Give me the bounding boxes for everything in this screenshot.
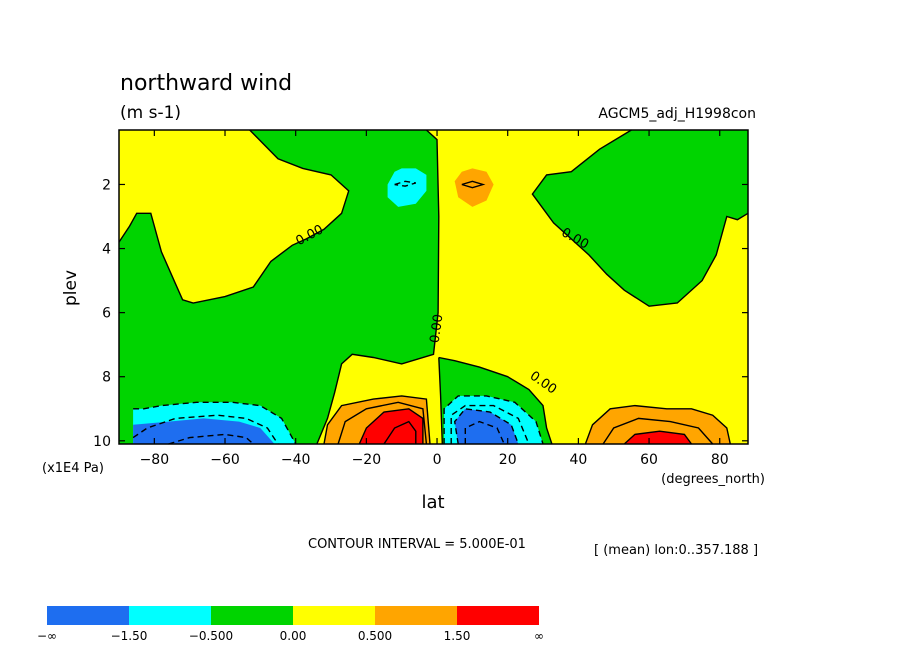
contour-line-11 xyxy=(623,430,693,445)
chart-title: northward wind xyxy=(120,71,292,96)
contour-line-14 xyxy=(132,414,279,445)
y-tick-label: 8 xyxy=(102,370,111,386)
x-tick-label: −20 xyxy=(352,452,382,468)
contour-region-10 xyxy=(359,408,423,444)
contour-region-5 xyxy=(387,168,427,207)
x-tick-label: 40 xyxy=(569,452,587,468)
x-tick-label: −60 xyxy=(210,452,240,468)
colorbar-label: −∞ xyxy=(37,629,57,643)
contour-region-14 xyxy=(624,431,692,444)
contour-interval-label: CONTOUR INTERVAL = 5.000E-01 xyxy=(308,537,526,552)
y-axis-ticks: 2 4 6 8 10 xyxy=(93,177,748,450)
contour-line-15 xyxy=(168,433,254,445)
contour-line-12 xyxy=(461,180,486,189)
contour-line-9 xyxy=(584,404,731,445)
y-tick-label: 4 xyxy=(102,242,111,258)
contour-line-6 xyxy=(337,401,428,445)
colorbar-swatch xyxy=(375,606,457,625)
colorbar-label: −1.50 xyxy=(111,629,148,643)
colorbar-swatch xyxy=(457,606,539,625)
colorbar-label: 0.500 xyxy=(358,629,392,643)
colorbar-swatch xyxy=(293,606,375,625)
contour-line-8 xyxy=(383,420,417,445)
plot-frame xyxy=(118,129,749,445)
contour-line-4 xyxy=(438,356,553,445)
contour-line-5 xyxy=(323,395,431,445)
chart-units: (m s-1) xyxy=(120,103,181,123)
colorbar: −∞ −1.50 −0.500 0.00 0.500 1.50 ∞ xyxy=(37,606,544,643)
plot-area: 0.00 0.000.000.00 −80 −60 −40 −20 0 20 40 60 80 2… xyxy=(93,129,749,468)
x-axis-label: lat xyxy=(421,492,444,513)
y-tick-label: 6 xyxy=(102,306,111,322)
contour-label-2: 0.00 xyxy=(428,313,447,344)
contour-region-2 xyxy=(532,130,748,307)
colorbar-label: 1.50 xyxy=(444,629,471,643)
contour-line-18 xyxy=(453,408,519,445)
colorbar-swatch xyxy=(129,606,211,625)
x-tick-label: 20 xyxy=(499,452,517,468)
y-axis-units: (x1E4 Pa) xyxy=(42,461,104,476)
contour-line-20 xyxy=(394,180,417,187)
contour-region-1 xyxy=(119,130,439,444)
y-tick-label: 10 xyxy=(93,434,111,450)
x-tick-label: 80 xyxy=(711,452,729,468)
colorbar-swatch xyxy=(47,606,129,625)
dataset-label: AGCM5_adj_H1998con xyxy=(598,106,756,122)
contour-line-16 xyxy=(443,395,544,445)
contour-line-3 xyxy=(438,357,443,445)
contour-line-10 xyxy=(602,417,714,445)
contour-region-8 xyxy=(133,418,275,444)
colorbar-label: −0.500 xyxy=(189,629,233,643)
contour-line-1 xyxy=(316,129,440,445)
contour-line-19 xyxy=(464,420,505,445)
contour-line-0 xyxy=(118,129,350,304)
contour-region-13 xyxy=(585,405,731,444)
x-tick-label: −80 xyxy=(140,452,170,468)
x-axis-units: (degrees_north) xyxy=(661,472,765,487)
contour-line-17 xyxy=(450,404,530,445)
x-tick-label: 60 xyxy=(640,452,658,468)
x-axis-ticks: −80 −60 −40 −20 0 20 40 60 80 xyxy=(140,130,729,468)
contour-region-4 xyxy=(119,434,123,444)
colorbar-label: 0.00 xyxy=(280,629,307,643)
y-axis-label: plev xyxy=(61,270,81,306)
colorbar-swatch xyxy=(211,606,293,625)
y-tick-label: 2 xyxy=(102,177,111,193)
colorbar-label: ∞ xyxy=(534,629,544,643)
contour-line-13 xyxy=(133,401,297,445)
contour-line-7 xyxy=(358,408,424,445)
contour-lines xyxy=(118,129,749,445)
contour-region-12 xyxy=(454,408,519,444)
x-tick-label: 0 xyxy=(433,452,442,468)
mean-info-label: [ (mean) lon:0..357.188 ] xyxy=(594,543,758,558)
contour-line-2 xyxy=(531,129,749,307)
x-tick-label: −40 xyxy=(281,452,311,468)
filled-contours xyxy=(119,130,748,444)
